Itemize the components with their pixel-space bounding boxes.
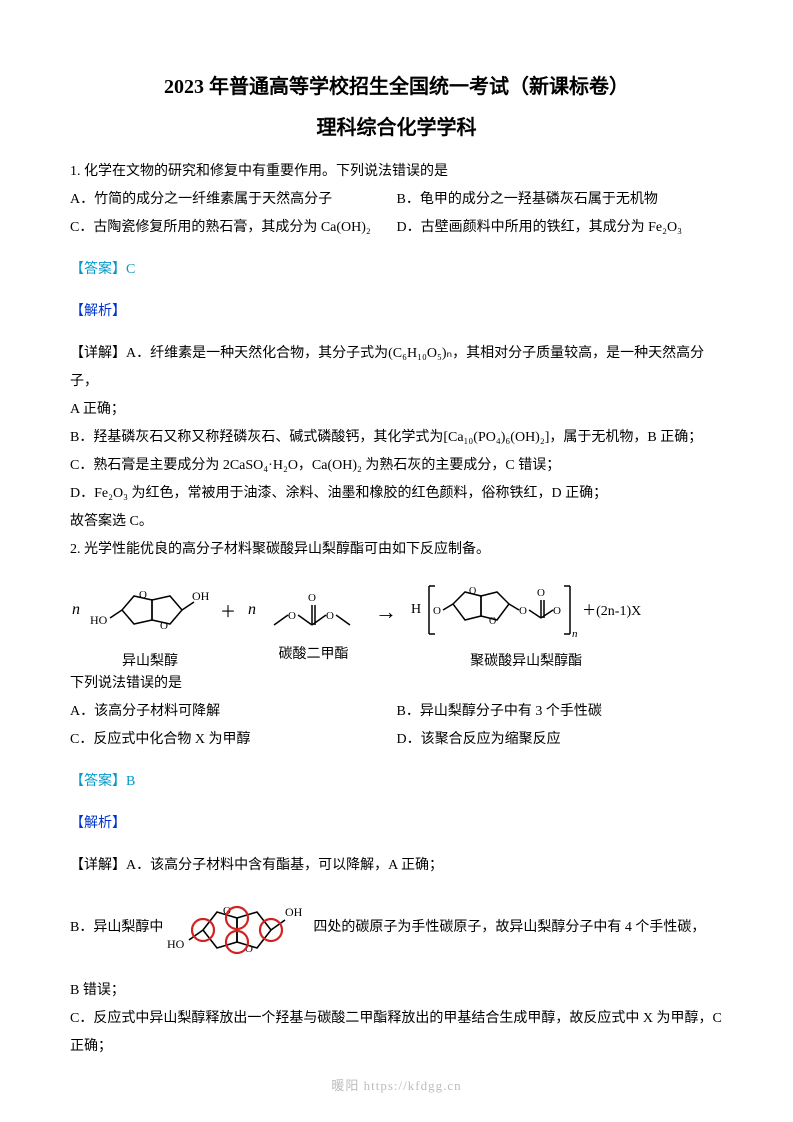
q1-conclusion: 故答案选 C。: [70, 508, 723, 536]
isosorbide-structure-icon: O O HO OH: [90, 574, 210, 646]
q2-plus-1: ＋: [218, 598, 238, 646]
q2-product-leftlabel: H: [411, 602, 423, 618]
q2-answer-label: 【答案】: [70, 774, 126, 789]
q1-answer: 【答案】C: [70, 256, 723, 284]
page-footer: 暖阳 https://kfdgg.cn: [0, 1075, 793, 1094]
q1-detail-a: 【详解】A．纤维素是一种天然化合物，其分子式为(C₆H₁₀O₅)ₙ，其相对分子质…: [70, 340, 723, 396]
q2-detail-c: C．反应式中异山梨醇释放出一个羟基与碳酸二甲酯释放出的甲基结合生成甲醇，故反应式…: [70, 1005, 723, 1033]
q2-option-d: D．该聚合反应为缩聚反应: [397, 726, 724, 754]
q1-detail-d: D．Fe₂O₃ 为红色，常被用于油漆、涂料、油墨和橡胶的红色颜料，俗称铁红，D …: [70, 480, 723, 508]
q1-options-row-2: C．古陶瓷修复所用的熟石膏，其成分为 Ca(OH)₂ D．古壁画颜料中所用的铁红…: [70, 214, 723, 242]
q2-stem: 2. 光学性能优良的高分子材料聚碳酸异山梨醇酯可由如下反应制备。: [70, 536, 723, 564]
q1-option-a: A．竹简的成分之一纤维素属于天然高分子: [70, 186, 397, 214]
q2-detail-a-text: A．该高分子材料中含有酯基，可以降解，A 正确；: [126, 858, 443, 873]
q1-option-c: C．古陶瓷修复所用的熟石膏，其成分为 Ca(OH)₂: [70, 214, 397, 242]
q1-stem: 1. 化学在文物的研究和修复中有重要作用。下列说法错误的是: [70, 158, 723, 186]
q2-option-a: A．该高分子材料可降解: [70, 698, 397, 726]
chiral-isosorbide-structure-icon: O O HO OH: [163, 886, 313, 971]
q2-option-c: C．反应式中化合物 X 为甲醇: [70, 726, 397, 754]
reactant1-left-oh: HO: [90, 613, 108, 627]
q1-detail-c: C．熟石膏是主要成分为 2CaSO₄·H₂O，Ca(OH)₂ 为熟石灰的主要成分…: [70, 452, 723, 480]
reactant1-right-oh: OH: [192, 589, 210, 603]
svg-text:O: O: [553, 605, 561, 617]
q2-detail-a: 【详解】A．该高分子材料中含有酯基，可以降解，A 正确；: [70, 852, 723, 880]
q2-reaction: n O O HO OH 异山梨醇 ＋ n: [70, 574, 723, 670]
svg-text:O: O: [469, 586, 476, 597]
q2-options-row-2: C．反应式中化合物 X 为甲醇 D．该聚合反应为缩聚反应: [70, 726, 723, 754]
q1-detail-label: 【详解】: [70, 346, 126, 361]
q1-detail-b: B．羟基磷灰石又称又称羟磷灰石、碱式磷酸钙，其化学式为[Ca₁₀(PO₄)₆(O…: [70, 424, 723, 452]
q2-detail-b-post: 四处的碳原子为手性碳原子，故异山梨醇分子中有 4 个手性碳，: [313, 917, 705, 939]
q2-answer: 【答案】B: [70, 768, 723, 796]
svg-text:O: O: [519, 605, 527, 617]
q2-option-b: B．异山梨醇分子中有 3 个手性碳: [397, 698, 724, 726]
q2-answer-value: B: [126, 774, 135, 789]
svg-text:O: O: [326, 610, 334, 622]
q2-reactant1-name: 异山梨醇: [122, 650, 178, 670]
q1-detail-a-tail: A 正确；: [70, 396, 723, 424]
q2-detail-label: 【详解】: [70, 858, 126, 873]
svg-text:O: O: [139, 589, 147, 601]
q2-coef-2: n: [246, 601, 258, 643]
q2-product-tail: ＋(2n-1)X: [578, 600, 641, 620]
svg-text:O: O: [160, 620, 168, 632]
q1-option-d: D．古壁画颜料中所用的铁红，其成分为 Fe₂O₃: [397, 214, 724, 242]
q2-reactant-1: O O HO OH 异山梨醇: [90, 574, 210, 670]
q2-detail-b-tail: B 错误；: [70, 977, 723, 1005]
q1-answer-label: 【答案】: [70, 262, 126, 277]
q1-analysis-label: 【解析】: [70, 298, 723, 326]
svg-text:O: O: [537, 587, 545, 599]
svg-text:O: O: [489, 616, 496, 627]
q2-reactant-2: O O O 碳酸二甲酯: [266, 581, 361, 663]
q1-detail-a-text: A．纤维素是一种天然化合物，其分子式为(C₆H₁₀O₅)ₙ，其相对分子质量较高，…: [70, 346, 704, 389]
q2-arrow-icon: →: [369, 599, 403, 645]
q2-after-reaction: 下列说法错误的是: [70, 670, 723, 698]
svg-text:HO: HO: [167, 937, 185, 951]
q1-options-row-1: A．竹简的成分之一纤维素属于天然高分子 B．龟甲的成分之一羟基磷灰石属于无机物: [70, 186, 723, 214]
q2-product-name: 聚碳酸异山梨醇酯: [470, 650, 582, 670]
dimethyl-carbonate-structure-icon: O O O: [266, 581, 361, 639]
svg-text:O: O: [433, 605, 441, 617]
title-sub: 理科综合化学学科: [70, 111, 723, 140]
q2-reactant2-name: 碳酸二甲酯: [279, 643, 349, 663]
q2-analysis-label: 【解析】: [70, 810, 723, 838]
polymer-structure-icon: O O O O O O: [423, 574, 578, 646]
q2-detail-b-pre: B．异山梨醇中: [70, 917, 163, 939]
q1-option-b: B．龟甲的成分之一羟基磷灰石属于无机物: [397, 186, 724, 214]
q1-answer-value: C: [126, 262, 135, 277]
svg-text:n: n: [572, 628, 578, 640]
q2-detail-c-tail: 正确；: [70, 1033, 723, 1061]
svg-text:O: O: [308, 592, 316, 604]
svg-text:O: O: [288, 610, 296, 622]
svg-text:OH: OH: [285, 905, 303, 919]
title-main: 2023 年普通高等学校招生全国统一考试（新课标卷）: [70, 70, 723, 99]
q2-detail-b-line: B．异山梨醇中 O O HO OH: [70, 886, 723, 971]
q2-options-row-1: A．该高分子材料可降解 B．异山梨醇分子中有 3 个手性碳: [70, 698, 723, 726]
q2-coef-1: n: [70, 601, 82, 643]
q2-product: H O O O O: [411, 574, 641, 670]
